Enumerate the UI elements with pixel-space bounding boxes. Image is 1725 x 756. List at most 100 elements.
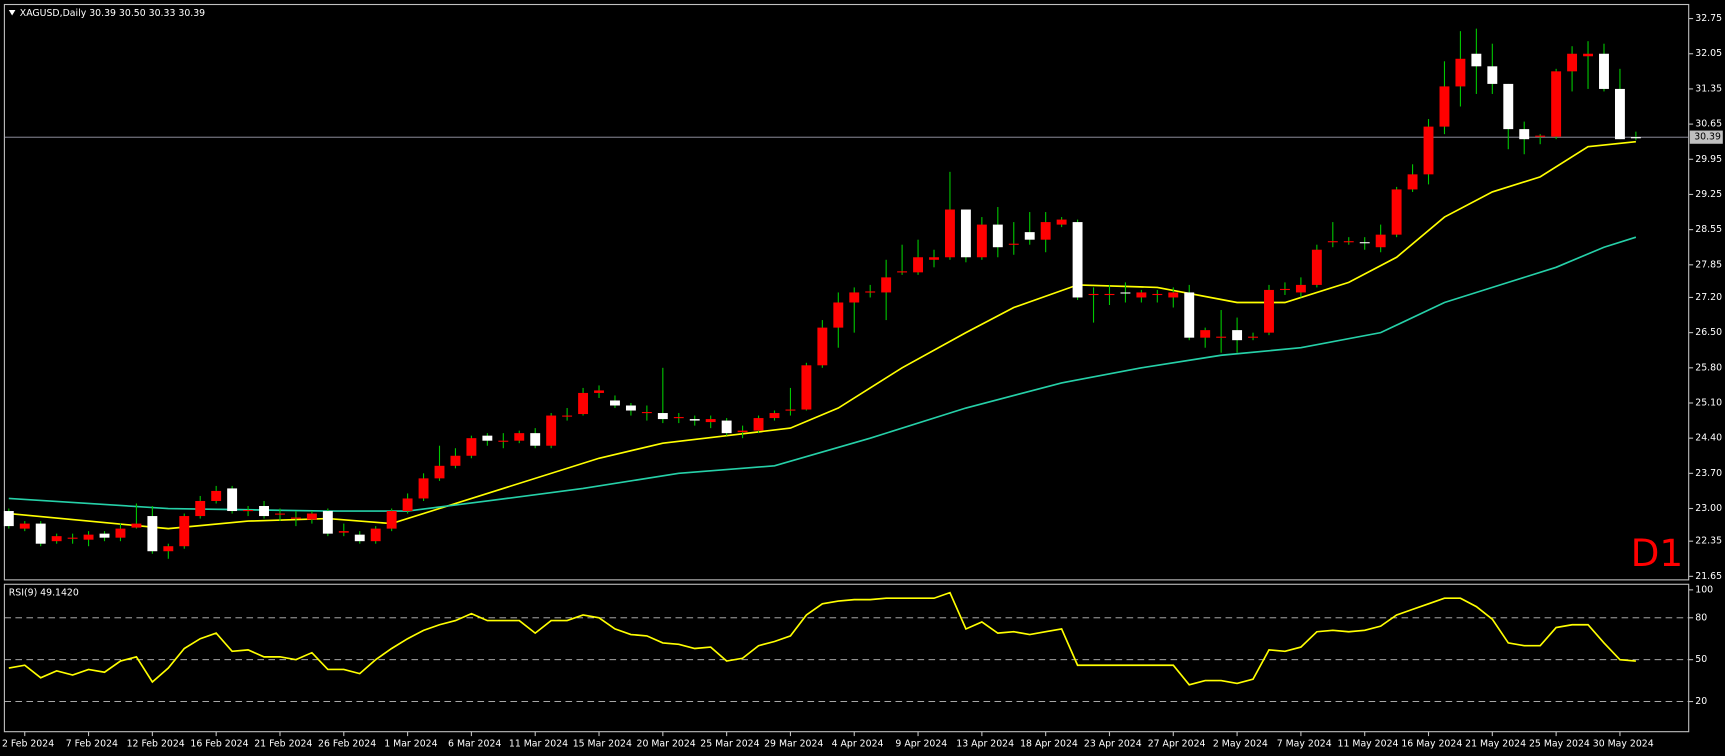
candle-body — [929, 257, 939, 260]
candle-body — [1088, 293, 1099, 296]
candle-body — [354, 534, 365, 542]
price-panel — [3, 3, 1690, 581]
candle-body — [1024, 232, 1035, 240]
candle-body — [1583, 53, 1593, 57]
candle-body — [530, 433, 541, 446]
candle-body — [1136, 292, 1147, 298]
x-tick-label: 7 Feb 2024 — [66, 738, 118, 749]
candle-body — [753, 418, 764, 431]
x-tick-label: 1 Mar 2024 — [384, 738, 437, 749]
candle-body — [147, 516, 158, 552]
candle-body — [514, 433, 525, 441]
candle-body — [785, 409, 796, 411]
candle-body — [1040, 222, 1051, 240]
candle-body — [466, 438, 477, 456]
x-tick-label: 23 Apr 2024 — [1084, 738, 1142, 749]
candle-body — [801, 365, 812, 410]
candle-body — [865, 291, 876, 293]
x-tick-label: 18 Apr 2024 — [1020, 738, 1078, 749]
candle-body — [51, 536, 62, 542]
candle-body — [498, 440, 509, 442]
x-tick-label: 15 Mar 2024 — [573, 738, 632, 749]
candle-body — [179, 516, 190, 547]
rsi-panel — [3, 583, 1690, 733]
candle-body — [992, 224, 1003, 248]
candle-body — [115, 528, 126, 538]
candle-body — [67, 537, 78, 539]
candle-body — [673, 417, 684, 419]
x-tick-label: 6 Mar 2024 — [448, 738, 501, 749]
candle-body — [1407, 174, 1418, 190]
candle-body — [83, 534, 94, 540]
candle-body — [1264, 289, 1274, 333]
y-tick-label: 32.75 — [1695, 13, 1722, 24]
y-tick-label: 32.05 — [1695, 48, 1722, 59]
candle-body — [19, 523, 30, 529]
candle-body — [1279, 288, 1290, 291]
candle-body — [1311, 249, 1322, 285]
candle-body — [897, 271, 908, 273]
candle-body — [211, 490, 222, 501]
candle-body — [833, 302, 844, 328]
y-tick-label: 23.70 — [1695, 468, 1722, 479]
x-tick-label: 26 Feb 2024 — [318, 738, 376, 749]
candle-body — [817, 327, 828, 366]
candle-body — [1327, 241, 1338, 243]
candle-body — [546, 415, 557, 446]
moving-average — [8, 236, 1637, 512]
candle-body — [259, 506, 269, 517]
candle-body — [881, 277, 892, 293]
y-tick-label: 27.20 — [1695, 292, 1722, 303]
candle-body — [418, 478, 429, 499]
candle-body — [594, 390, 604, 393]
x-tick-label: 4 Apr 2024 — [832, 738, 884, 749]
candle-body — [1567, 53, 1578, 72]
chart-title: XAGUSD,Daily 30.39 30.50 30.33 30.39 — [20, 8, 205, 19]
menu-arrow[interactable] — [8, 10, 16, 16]
x-tick-label: 16 Feb 2024 — [190, 738, 248, 749]
price-label-box — [1689, 130, 1723, 144]
x-tick-label: 13 Apr 2024 — [956, 738, 1014, 749]
candle-body — [1551, 71, 1562, 137]
candle-body — [402, 498, 413, 512]
candle-body — [1200, 330, 1211, 338]
x-tick-label: 25 Mar 2024 — [700, 738, 759, 749]
candle-body — [243, 510, 254, 512]
candle-body — [1295, 284, 1306, 293]
candle-body — [290, 517, 301, 519]
candle-body — [562, 415, 573, 417]
candle-body — [945, 209, 955, 258]
candle-body — [195, 500, 206, 517]
x-tick-label: 7 May 2024 — [1277, 738, 1332, 749]
y-tick-label: 20 — [1695, 696, 1707, 707]
x-tick-label: 25 May 2024 — [1529, 738, 1590, 749]
candle-body — [689, 419, 700, 421]
candle-body — [1184, 292, 1195, 338]
y-tick-label: 23.00 — [1695, 503, 1722, 514]
x-tick-label: 29 Mar 2024 — [764, 738, 823, 749]
x-tick-label: 30 May 2024 — [1593, 738, 1654, 749]
candle-body — [578, 392, 589, 415]
candle-body — [1008, 243, 1019, 245]
y-tick-label: 27.85 — [1695, 259, 1722, 270]
y-tick-label: 25.80 — [1695, 362, 1722, 373]
candle-body — [1487, 66, 1498, 84]
candle-body — [275, 513, 285, 515]
candle-body — [1391, 189, 1402, 235]
candle-body — [1375, 234, 1386, 248]
candle-body — [1455, 58, 1466, 87]
candle-body — [1535, 135, 1546, 137]
candle-body — [1519, 129, 1530, 140]
y-tick-label: 29.95 — [1695, 154, 1722, 165]
candle-body — [322, 511, 333, 534]
y-tick-label: 22.35 — [1695, 536, 1722, 547]
candle-body — [610, 400, 620, 406]
price-label: 30.39 — [1694, 132, 1721, 143]
candle-body — [1630, 137, 1641, 139]
y-tick-label: 21.65 — [1695, 571, 1722, 582]
candle-body — [386, 511, 397, 529]
candle-body — [370, 528, 381, 542]
candle-body — [641, 412, 652, 414]
candle-body — [338, 531, 349, 533]
